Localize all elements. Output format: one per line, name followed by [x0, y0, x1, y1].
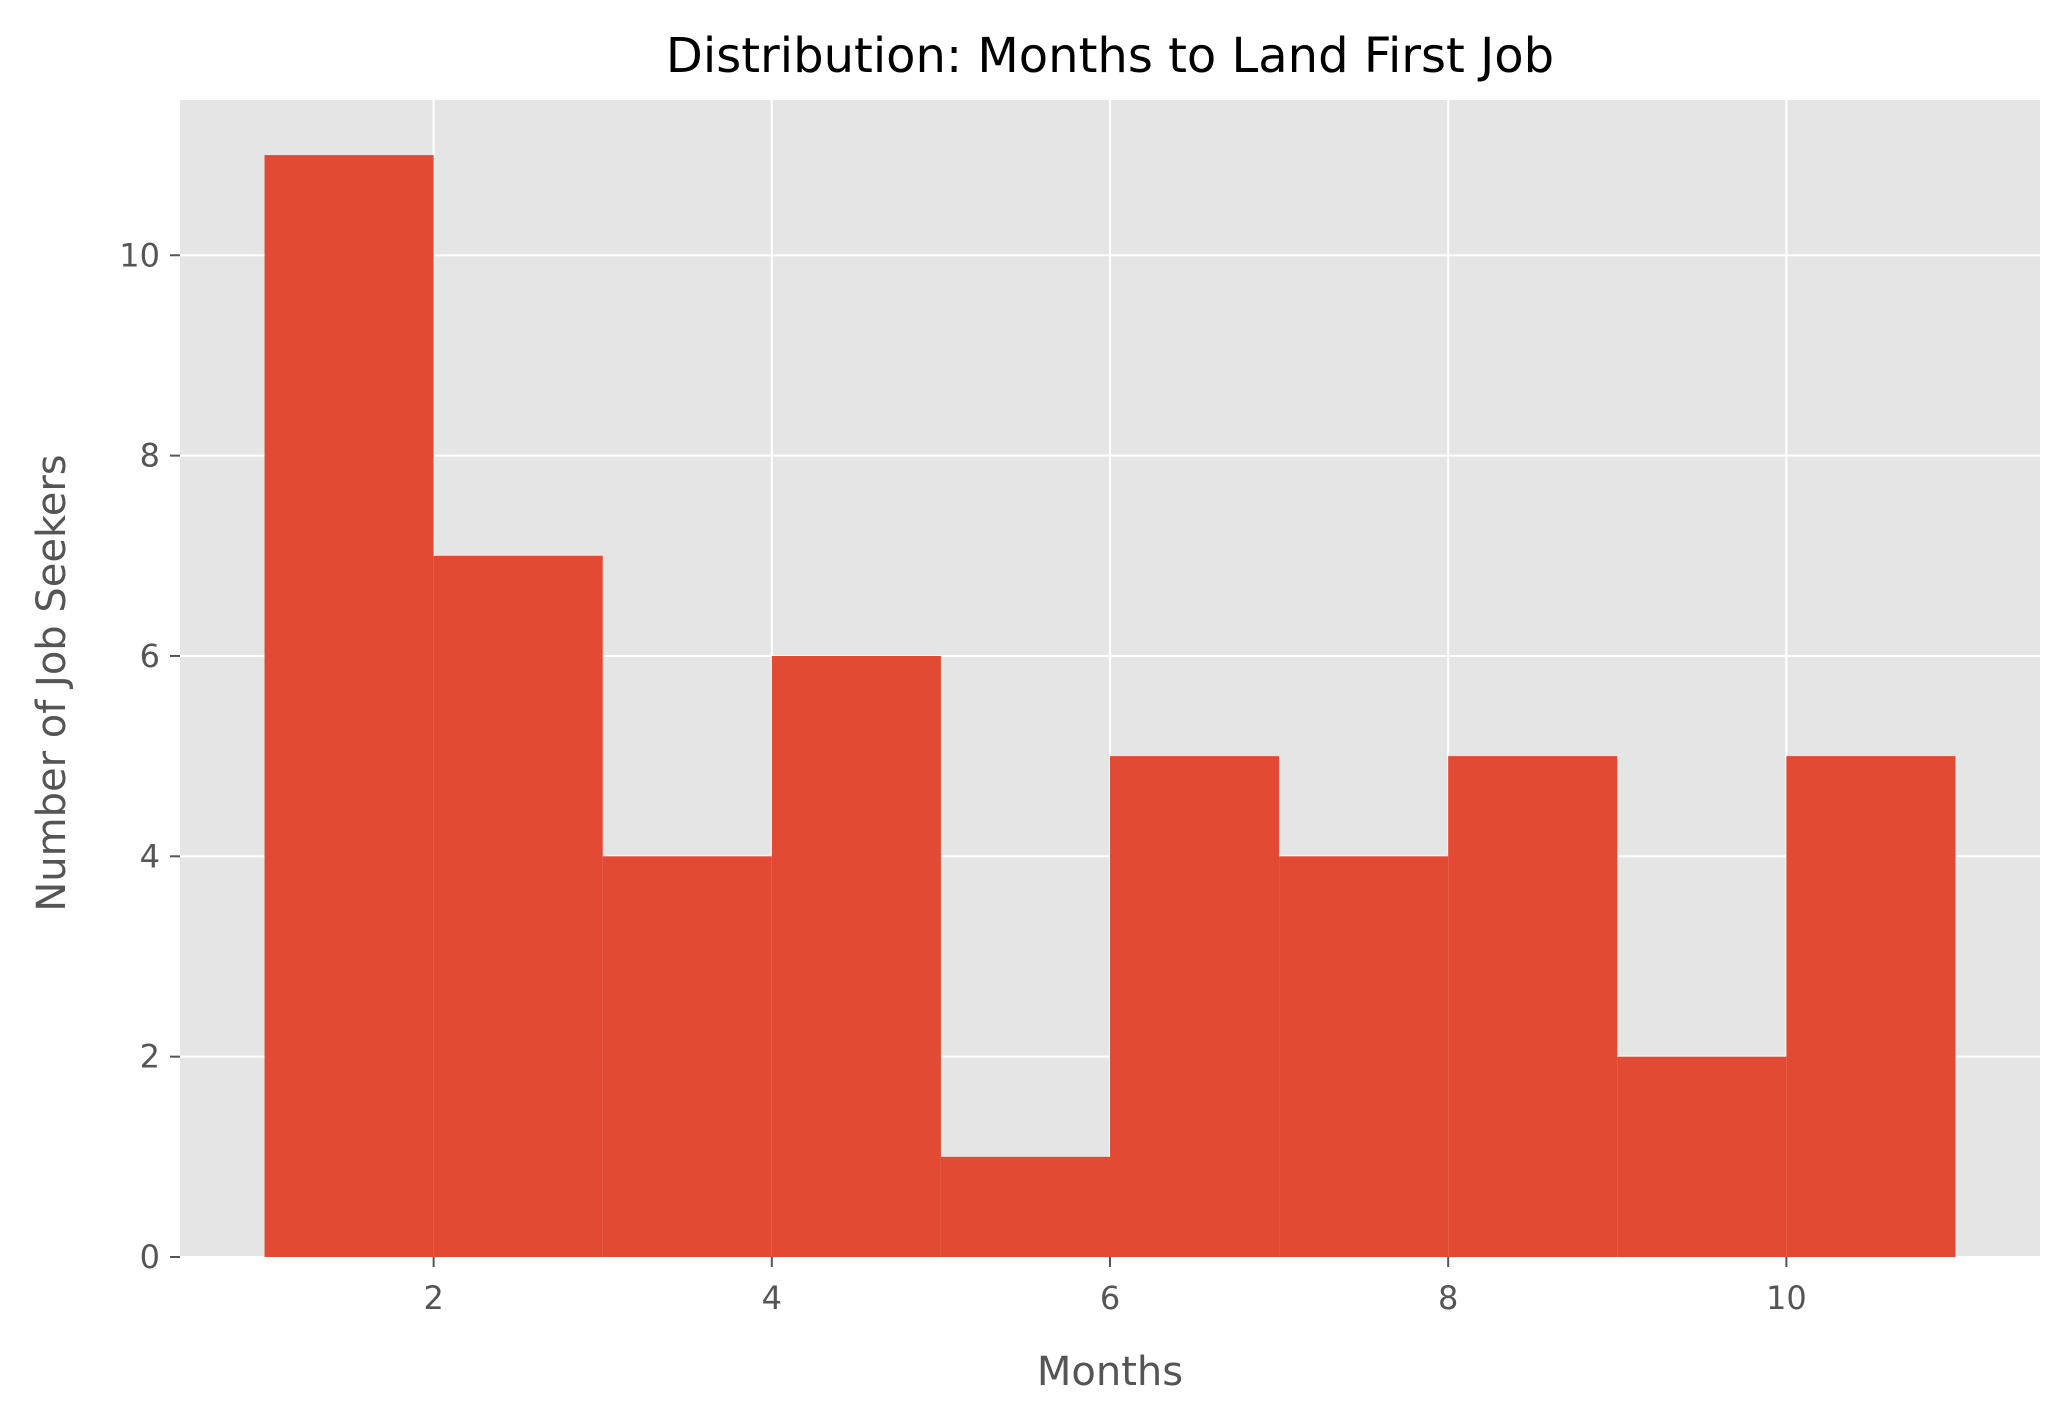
histogram-bar-4 — [771, 655, 941, 1257]
histogram-bar-6 — [1110, 756, 1280, 1257]
y-axis-label: Number of Job Seekers — [29, 454, 75, 911]
x-tick-label: 10 — [1766, 1279, 1807, 1317]
histogram-bar-5 — [940, 1156, 1110, 1257]
histogram-bar-2 — [433, 555, 603, 1257]
y-tick-label: 4 — [140, 837, 160, 875]
histogram-bar-1 — [264, 155, 434, 1258]
x-axis-label: Months — [1037, 1349, 1183, 1395]
histogram-bar-7 — [1279, 856, 1449, 1257]
y-tick-label: 10 — [119, 236, 160, 274]
x-axis-ticks: 2 4 6 8 10 — [423, 1257, 1807, 1317]
x-tick-label: 8 — [1438, 1279, 1458, 1317]
y-tick-label: 8 — [140, 437, 160, 475]
histogram-bars — [264, 155, 1956, 1258]
histogram-bar-8 — [1448, 756, 1618, 1257]
histogram-bar-9 — [1617, 1056, 1787, 1257]
histogram-bar-10 — [1786, 756, 1956, 1257]
x-tick-label: 2 — [423, 1279, 443, 1317]
chart-title: Distribution: Months to Land First Job — [666, 28, 1554, 84]
histogram-bar-3 — [602, 856, 772, 1257]
x-tick-label: 4 — [762, 1279, 782, 1317]
y-tick-label: 6 — [140, 637, 160, 675]
y-tick-label: 0 — [140, 1238, 160, 1276]
y-axis-ticks: 0 2 4 6 8 10 — [119, 236, 180, 1276]
y-tick-label: 2 — [140, 1038, 160, 1076]
x-tick-label: 6 — [1100, 1279, 1120, 1317]
